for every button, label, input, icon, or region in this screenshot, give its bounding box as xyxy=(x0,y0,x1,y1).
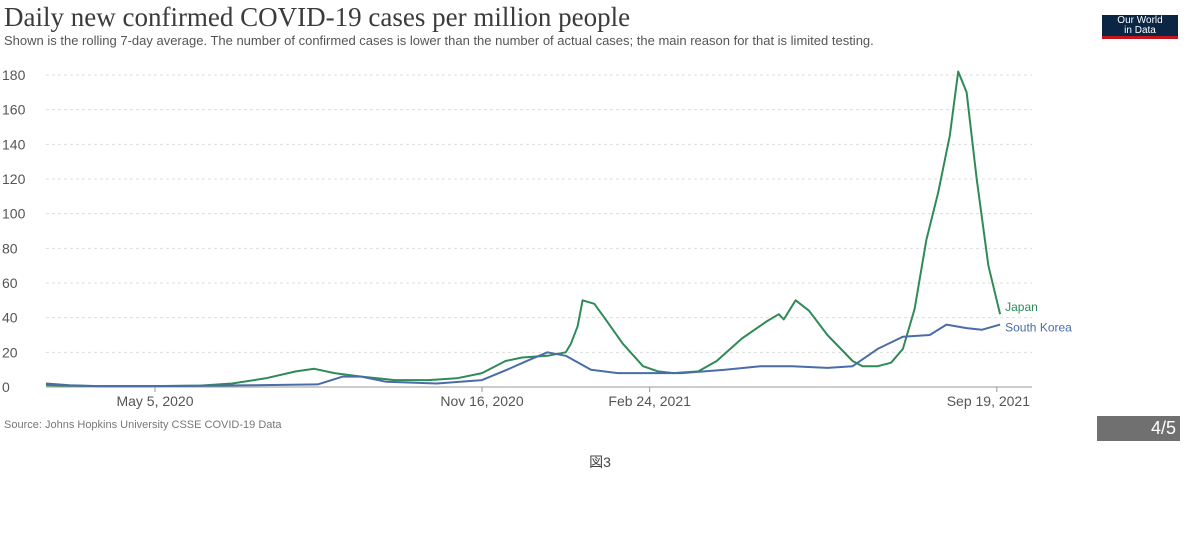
chart-subtitle: Shown is the rolling 7-day average. The … xyxy=(4,33,874,48)
y-tick-label: 0 xyxy=(2,379,10,395)
owid-logo[interactable]: Our World in Data xyxy=(1102,15,1178,39)
y-tick-label: 140 xyxy=(2,136,26,152)
y-tick-label: 160 xyxy=(2,102,26,118)
series-label-japan: Japan xyxy=(1005,300,1038,314)
x-tick-label: Feb 24, 2021 xyxy=(608,393,691,409)
series-line-south-korea xyxy=(45,323,1001,388)
y-tick-label: 100 xyxy=(2,206,26,222)
line-chart: 0 20 40 60 80 100 120 140 160 180 May 5, 2020 Nov 1… xyxy=(2,67,1072,409)
figure-caption: 図3 xyxy=(589,454,611,470)
page-indicator[interactable]: 4/5 xyxy=(1097,416,1180,441)
y-tick-label: 40 xyxy=(2,310,18,326)
y-tick-label: 20 xyxy=(2,344,18,360)
x-tick-label: May 5, 2020 xyxy=(116,393,193,409)
series-label-south-korea: South Korea xyxy=(1005,321,1072,335)
y-tick-label: 80 xyxy=(2,240,18,256)
logo-line-1: Our World xyxy=(1117,15,1163,26)
x-tick-label: Nov 16, 2020 xyxy=(440,393,523,409)
y-tick-label: 180 xyxy=(2,67,26,83)
series-line-japan xyxy=(45,70,1002,388)
chart-title: Daily new confirmed COVID-19 cases per m… xyxy=(4,2,631,32)
x-tick-label: Sep 19, 2021 xyxy=(947,393,1031,409)
y-tick-label: 60 xyxy=(2,275,18,291)
logo-line-2: in Data xyxy=(1124,25,1156,36)
y-tick-label: 120 xyxy=(2,171,26,187)
source-note: Source: Johns Hopkins University CSSE CO… xyxy=(4,419,282,431)
